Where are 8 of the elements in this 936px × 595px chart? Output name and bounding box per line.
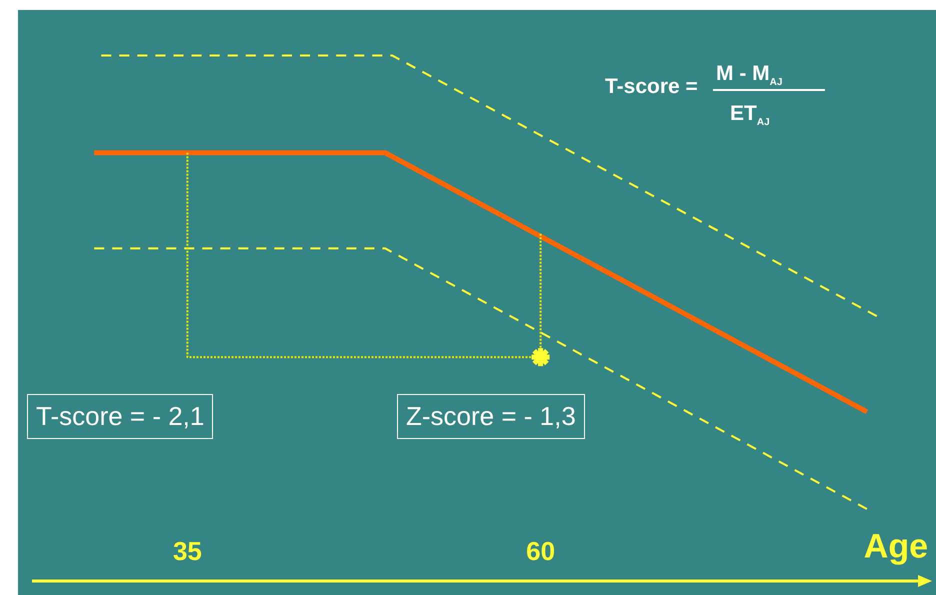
x-axis-title: Age — [864, 527, 928, 566]
annotation: Z-score = - 1,3 — [397, 394, 585, 439]
x-tick-label: 60 — [526, 536, 556, 566]
x-tick-label: 35 — [172, 536, 202, 566]
annotation: ET$_{AJ}$ — [730, 102, 770, 128]
annotation: T-score = - 2,1 — [27, 394, 214, 439]
annotation: M - M$_{AJ}$ — [716, 62, 782, 88]
annotation: T-score = — [605, 75, 698, 99]
